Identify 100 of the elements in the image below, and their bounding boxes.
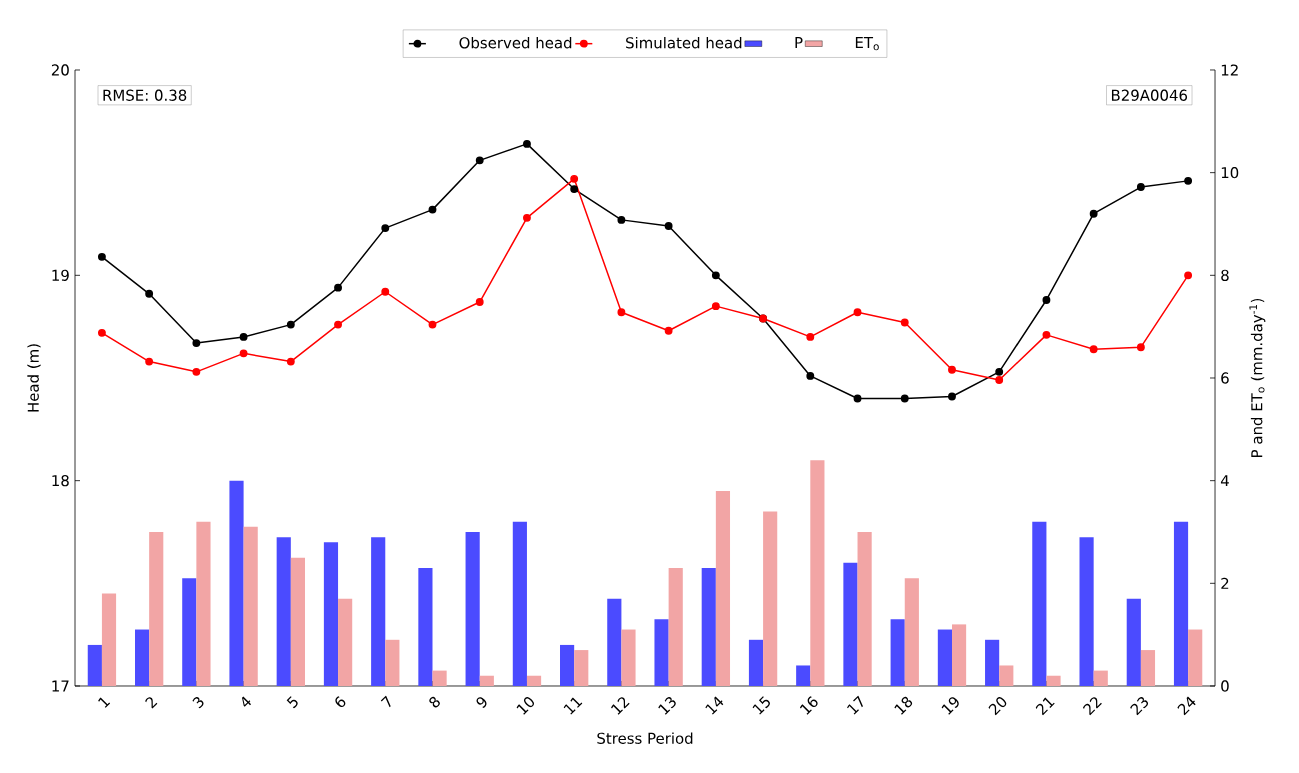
y2-tick-label: 4	[1220, 475, 1229, 487]
y-axis-title: Head (m)	[27, 344, 41, 412]
bar	[654, 619, 669, 686]
x-tick-label: 19	[941, 697, 959, 715]
point	[286, 357, 295, 366]
bar	[904, 578, 919, 686]
point	[239, 332, 248, 341]
bar	[1079, 537, 1094, 686]
point	[806, 372, 815, 380]
x-tick-label: 20	[988, 697, 1007, 716]
point	[617, 308, 626, 317]
point	[995, 376, 1004, 384]
point	[711, 271, 720, 280]
point	[1042, 330, 1051, 339]
point	[334, 283, 342, 292]
legend-label: Observed head	[459, 36, 572, 49]
point	[853, 308, 862, 317]
bar	[985, 639, 1000, 686]
bar	[763, 511, 778, 686]
point	[97, 328, 106, 337]
bar	[479, 675, 494, 686]
bar	[371, 537, 386, 686]
point	[711, 302, 720, 311]
point	[475, 298, 484, 306]
point	[1136, 343, 1145, 352]
x-tick-label: 8	[429, 696, 440, 708]
x-tick-label: 16	[799, 696, 818, 715]
bar	[1093, 670, 1108, 686]
point	[475, 156, 484, 165]
bar	[512, 521, 527, 686]
x-tick-label: 18	[894, 696, 913, 715]
bar	[937, 629, 952, 686]
point	[853, 394, 862, 403]
point	[1136, 183, 1145, 191]
point	[1184, 271, 1193, 280]
x-tick-label: 14	[705, 696, 724, 715]
point	[806, 332, 815, 341]
bar	[182, 578, 197, 686]
bar	[857, 532, 872, 686]
bar	[323, 542, 339, 686]
point	[664, 326, 673, 335]
bar	[526, 675, 542, 686]
y2-tick-label: 0	[1221, 680, 1229, 692]
bar	[574, 650, 589, 686]
annotation: RMSE: 0.38	[103, 89, 187, 101]
y2-tick-label: 6	[1221, 372, 1229, 384]
bar	[1046, 675, 1061, 686]
y2-axis-title: P and ET$_{o}$ (mm.day$^{-1}$)	[1249, 298, 1266, 457]
bar	[701, 567, 716, 686]
bar	[243, 526, 258, 686]
x-axis-title: Stress Period	[597, 732, 693, 744]
point	[523, 139, 531, 148]
bar	[951, 624, 967, 686]
point	[900, 318, 909, 327]
y2-tick-label: 12	[1221, 64, 1238, 76]
point	[428, 205, 437, 214]
point	[192, 339, 201, 348]
legend-label: Simulated head	[626, 36, 742, 49]
x-tick-label: 13	[658, 696, 676, 715]
bar	[796, 665, 811, 686]
bar	[101, 593, 117, 686]
bar	[607, 598, 622, 686]
bar	[748, 639, 764, 686]
x-tick-label: 9	[476, 697, 487, 708]
x-tick-label: 2	[145, 697, 158, 709]
point	[381, 287, 390, 296]
x-tick-label: 5	[286, 696, 298, 709]
point	[1042, 296, 1051, 304]
point	[570, 174, 579, 183]
bar	[1188, 629, 1203, 686]
x-tick-label: 10	[516, 697, 535, 715]
point	[145, 357, 154, 366]
bar	[715, 490, 731, 686]
x-tick-label: 6	[335, 696, 346, 708]
bar	[432, 670, 447, 686]
point	[428, 320, 437, 329]
bar	[338, 598, 353, 686]
point	[948, 392, 956, 401]
point	[192, 367, 201, 376]
x-tick-label: 3	[192, 696, 204, 709]
bar	[560, 644, 575, 686]
point	[97, 252, 106, 261]
point	[523, 213, 531, 222]
bar	[1032, 521, 1047, 686]
point	[948, 365, 956, 374]
bar	[134, 629, 150, 686]
bar	[418, 567, 433, 686]
point	[570, 185, 579, 194]
y2-tick-label: 8	[1221, 269, 1229, 281]
bar	[810, 460, 825, 686]
point	[1089, 345, 1098, 354]
x-tick-label: 12	[611, 697, 630, 715]
x-tick-label: 21	[1035, 697, 1055, 716]
point	[617, 215, 626, 224]
x-tick-label: 22	[1082, 697, 1102, 716]
bar	[621, 629, 636, 686]
legend-label: ET$_{o}$	[855, 37, 879, 51]
bar	[229, 480, 244, 686]
bar	[276, 537, 291, 686]
bar	[196, 521, 211, 686]
